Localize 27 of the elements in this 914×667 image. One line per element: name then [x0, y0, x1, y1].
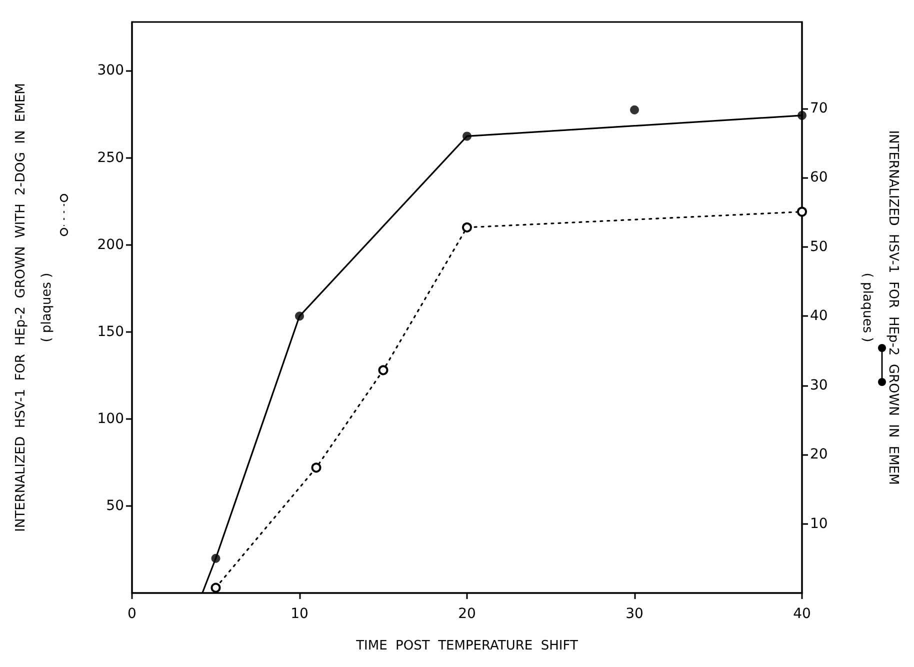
y2-tick-label: 40: [810, 308, 828, 324]
point: [630, 105, 639, 114]
point: [210, 582, 221, 593]
y2-tick-label: 70: [810, 100, 828, 117]
point: [462, 222, 472, 232]
y-tick-label: 50: [106, 498, 124, 514]
y2-tick-label: 60: [810, 170, 828, 186]
y-tick-label: 200: [97, 236, 124, 253]
x-tick-label: 40: [793, 606, 811, 622]
point: [311, 462, 322, 473]
y2-tick-label: 50: [810, 238, 828, 255]
y-tick-label: 150: [97, 324, 124, 340]
x-tick-label: 30: [626, 606, 644, 622]
y2-axis-title: INTERNALIZED HSV-1 FOR HEp-2 GROWN IN EMEM ( plaques ): [860, 130, 900, 485]
y-tick-label: 250: [97, 150, 124, 166]
x-axis-title: TIME POST TEMPERATURE SHIFT: [355, 638, 578, 654]
y2-tick-label: 30: [810, 377, 828, 394]
y-tick-label: 300: [97, 62, 124, 79]
x-tick-label: 20: [458, 606, 476, 622]
y-tick-label: 100: [97, 410, 124, 427]
y-axis-title: INTERNALIZED HSV-1 FOR HEp-2 GROWN WITH 2-DOG IN EMEM ( plaques ): [14, 83, 54, 532]
point: [378, 365, 388, 376]
y2-tick-label: 20: [810, 446, 828, 463]
point: [797, 206, 807, 217]
x-tick-label: 10: [290, 606, 308, 622]
y2-tick-label: 10: [810, 516, 828, 532]
x-tick-label: 0: [128, 606, 136, 622]
